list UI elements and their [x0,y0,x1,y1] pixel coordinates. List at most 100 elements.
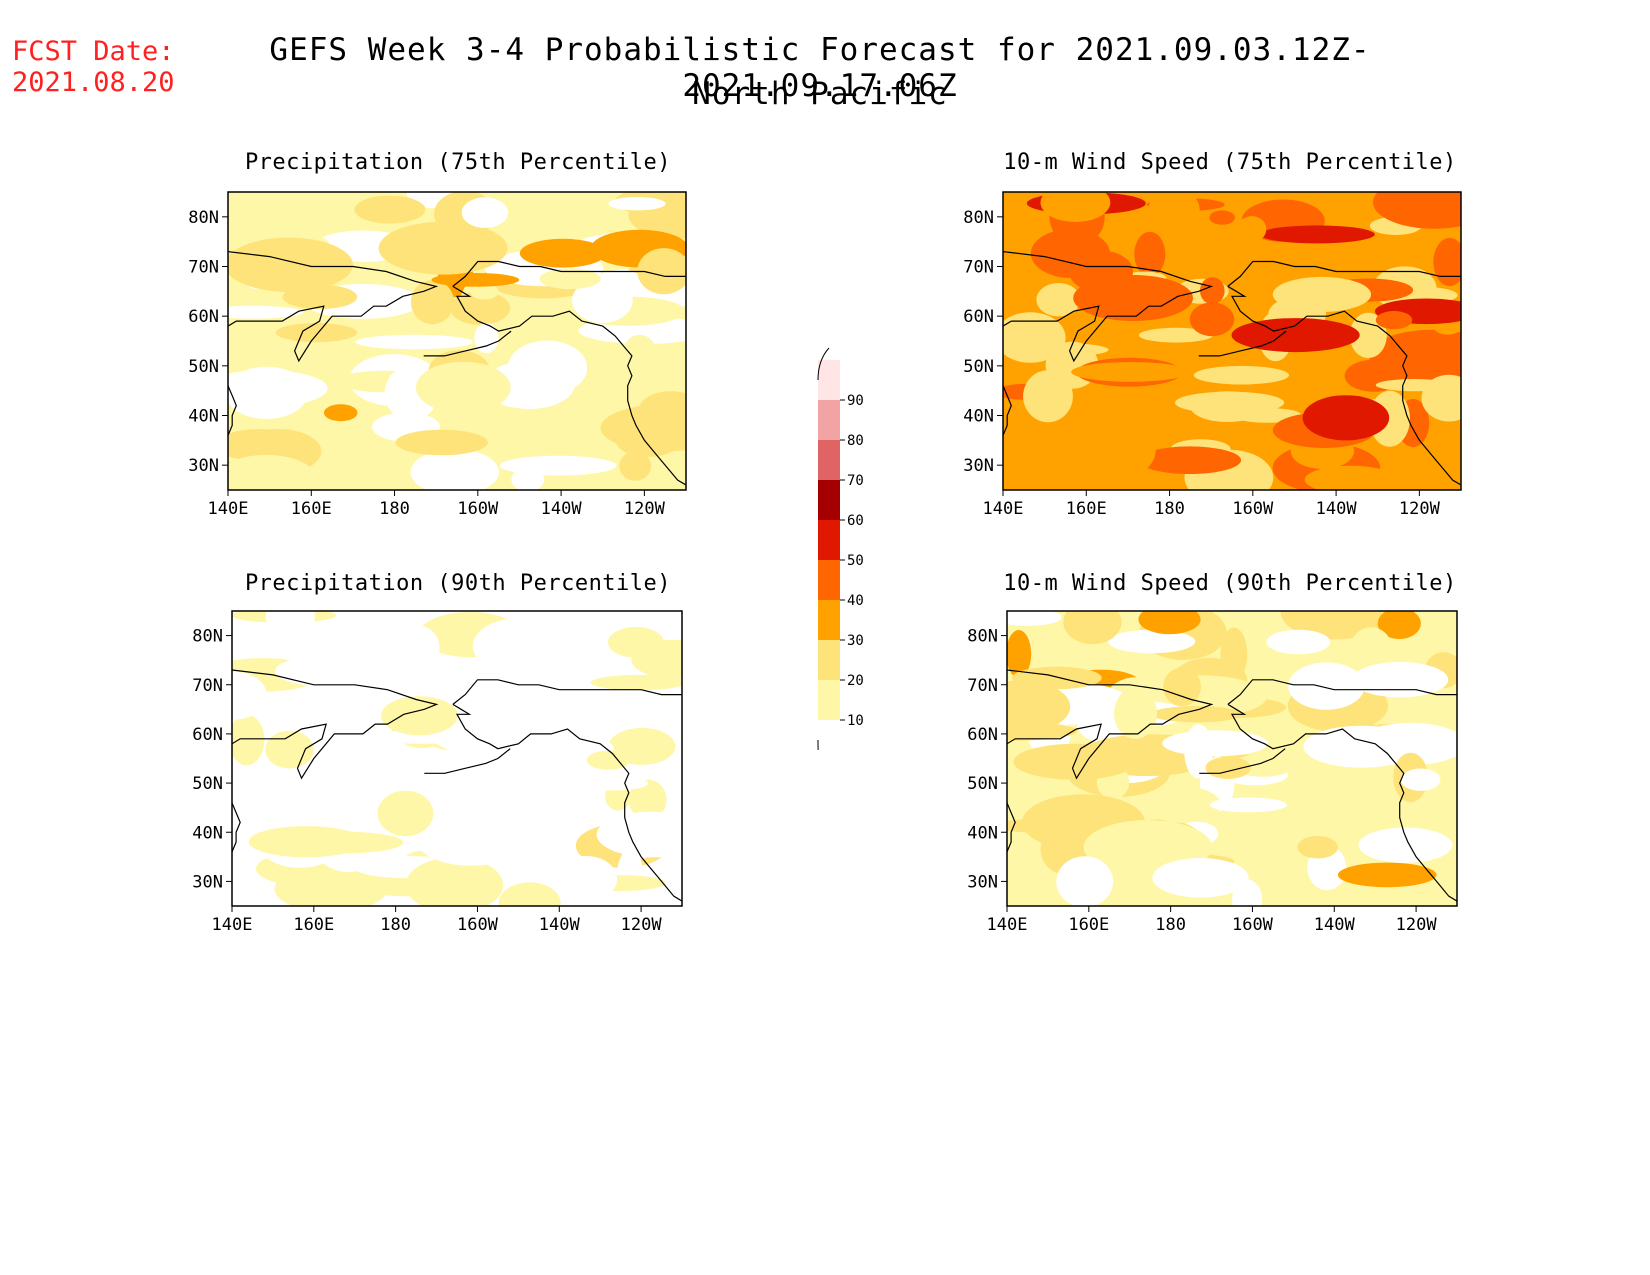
contour-blob [275,323,357,343]
coastline [452,285,686,486]
contour-blob [1085,458,1114,473]
contour-blob [539,268,601,290]
coastline [424,748,511,774]
coastline [228,251,439,363]
lon-tick-label: 140E [212,915,253,935]
contour-blob [1297,835,1338,859]
contour-blob [1163,667,1201,707]
contour-blob [1071,362,1190,382]
colorbar: 10 20 30 40 50 60 70 80 90 [817,347,864,750]
lat-tick-label: 80N [967,627,998,647]
contour-blob [228,454,317,490]
panel-title-wind-90: 10-m Wind Speed (90th Percentile) [1003,571,1457,596]
lon-tick-label: 120W [1399,499,1441,519]
contour-blob [1138,446,1242,475]
contour-blob [410,449,499,490]
contour-blob [405,857,504,906]
contour-blob [1337,862,1437,888]
contour-blob [1237,216,1267,243]
contour-blob [1138,611,1201,635]
lon-tick-label: 140W [1316,499,1358,519]
lat-tick-label: 30N [967,872,998,892]
lon-tick-label: 140E [208,499,249,519]
lat-tick-label: 70N [967,676,998,696]
lat-tick-label: 40N [967,823,998,843]
contour-blob [1272,276,1372,312]
contour-blob [572,278,633,323]
colorbar-label: 20 [847,673,864,689]
contour-blob [470,283,499,300]
lon-tick-label: 120W [1396,915,1438,935]
contour-blob [367,730,478,744]
contour-fill [228,192,686,490]
contour-blob [1148,192,1200,236]
contour-blob [279,831,404,854]
contour-blob [1400,768,1441,791]
contour-blob [1003,342,1109,357]
coastline [452,260,686,287]
lat-tick-label: 30N [192,872,223,892]
lat-tick-label: 50N [188,357,219,377]
colorbar-segment [818,360,840,400]
colorbar-segment [818,560,840,600]
contour-blob [1056,856,1114,906]
contour-blob [228,305,304,319]
coastline [1227,285,1461,486]
contour-blob [1375,311,1413,330]
contour-blob [1007,680,1071,733]
lon-tick-label: 120W [624,499,666,519]
contour-blob [548,670,605,687]
lon-tick-label: 140W [541,499,583,519]
colorbar-label: 70 [847,473,864,489]
colorbar-label: 80 [847,433,864,449]
map-frame [1002,191,1462,491]
lat-tick-label: 60N [967,725,998,745]
contour-blob [1259,225,1375,244]
contour-blob [410,280,455,325]
forecast-date-value: 2021.08.20 [12,67,175,98]
contour-blob [1193,365,1289,385]
contour-blob [535,626,607,666]
contour-blob [228,370,328,407]
colorbar-segment [818,520,840,560]
coastline [1227,703,1457,902]
colorbar-label: 40 [847,593,864,609]
contour-blob [1063,611,1122,645]
contour-blob [608,626,664,658]
lon-tick-label: 160W [1232,915,1274,935]
contour-blob [397,625,440,670]
colorbar-segment [818,400,840,440]
contour-blob [461,197,509,228]
coastline [452,703,682,902]
contour-blob [395,429,488,456]
page-title: GEFS Week 3-4 Probabilistic Forecast for… [269,32,1371,104]
contour-blob [1209,210,1235,225]
contour-blob [610,840,682,856]
contour-blob [474,323,499,354]
contour-blob [628,779,667,820]
contour-blob [1266,629,1331,655]
map-frame [1006,610,1458,907]
colorbar-segment [818,480,840,520]
lat-tick-label: 60N [192,725,223,745]
contour-blob [275,656,364,686]
contour-blob [1151,706,1243,723]
contour-blob [1232,879,1263,906]
colorbar-top-cap [817,347,830,381]
contour-blob [417,816,525,866]
lon-tick-label: 180 [1154,499,1185,519]
contour-blob [332,744,366,786]
contour-blob [1377,611,1421,640]
contour-blob [491,685,545,715]
colorbar-segment [818,640,840,680]
contour-blob [1108,423,1156,475]
contour-blob [586,750,631,770]
colorbar-label: 60 [847,513,864,529]
contour-blob [1007,630,1032,678]
lat-tick-label: 40N [963,407,994,427]
colorbar-bottom-cap [817,739,819,750]
contour-blob [597,379,622,406]
coastline [423,330,512,357]
contour-blob [1190,391,1265,422]
coastline [452,679,682,705]
